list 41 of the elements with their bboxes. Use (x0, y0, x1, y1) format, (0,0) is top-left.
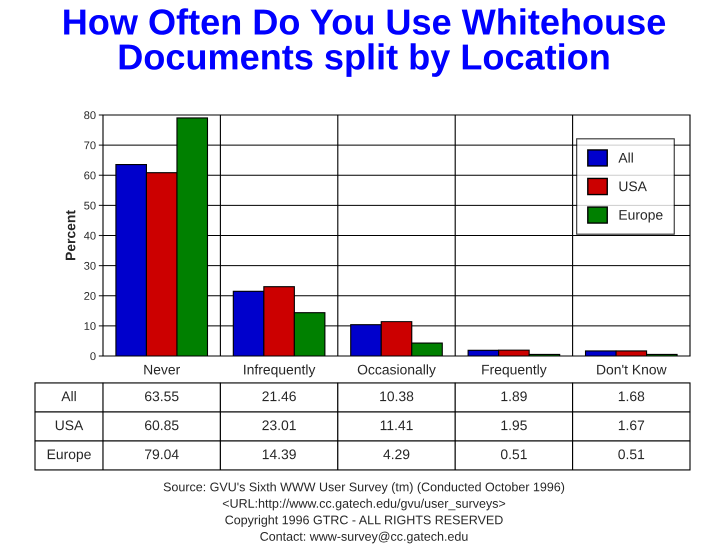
data-label: 1.67 (618, 420, 644, 430)
data-label: 63.55 (145, 391, 178, 402)
x-tick-label: Occasionally (358, 364, 436, 378)
data-label: 10.38 (380, 391, 414, 402)
y-tick-label: 10 (84, 322, 96, 330)
data-label: 0.51 (500, 449, 527, 460)
x-tick-label: Never (144, 364, 180, 375)
text: Europe (48, 450, 91, 462)
data-label: 11.41 (380, 420, 413, 430)
text: USA (56, 420, 84, 430)
y-tick-label: 30 (84, 262, 96, 270)
data-label: 1.68 (618, 391, 644, 402)
x-tick-label: Frequently (482, 364, 547, 378)
legend-label: Europe (619, 210, 663, 223)
data-label: 23.01 (262, 420, 296, 430)
data-label: 79.04 (145, 449, 179, 460)
data-label: 21.46 (262, 391, 296, 402)
y-tick-label: 40 (84, 232, 96, 240)
y-tick-label: 70 (84, 141, 96, 150)
y-tick-label: 60 (84, 172, 96, 180)
source-note: Source: GVU's Sixth WWW User Survey (tm) (Conducted October 1996) (164, 482, 564, 494)
data-label: 1.95 (501, 420, 527, 430)
data-label: 1.89 (501, 391, 527, 402)
data-label: 14.39 (262, 449, 296, 460)
x-tick-label: Infrequently (244, 364, 316, 378)
text: All (61, 391, 76, 402)
y-tick-label: 80 (84, 111, 96, 120)
data-label: 0.51 (618, 449, 644, 460)
x-tick-label: Don't Know (597, 364, 667, 375)
data-label: 60.85 (145, 420, 178, 430)
y-tick-label: 20 (84, 292, 96, 300)
chart-title: How Often Do You Use Whitehouse Documents split by Location (64, 8, 666, 77)
y-tick-label: 50 (84, 202, 96, 210)
text: Copyright 1996 GTRC - ALL RIGHTS RESERVED (225, 515, 503, 527)
data-label: 4.29 (383, 449, 410, 460)
y-axis-title: Percent (66, 210, 76, 260)
text: <URL:http://www.cc.gatech.edu/gvu/user_surveys> (222, 498, 506, 510)
legend-label: All (618, 152, 633, 163)
text: Contact: www-survey@cc.gatech.edu (260, 532, 468, 544)
y-tick-label: 0 (90, 352, 96, 360)
legend-label: USA (619, 181, 647, 192)
